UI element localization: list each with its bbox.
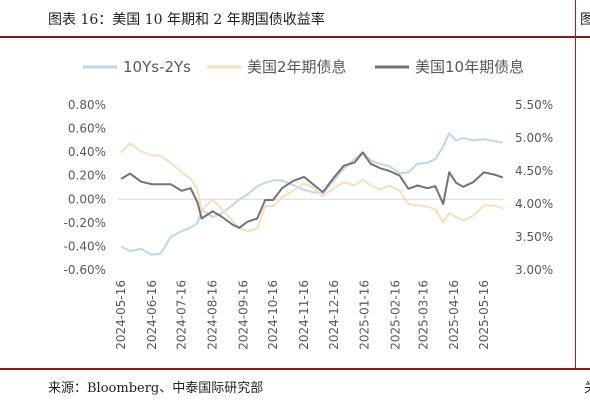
x-tick-label: 2024-07-16 (175, 280, 189, 350)
legend: 10Ys-2Ys 美国2年期债息 美国10年期债息 (83, 58, 524, 76)
adjacent-column-fragment: 图 (580, 12, 590, 28)
series-lines (120, 132, 504, 256)
x-tick-label: 2025-04-16 (447, 280, 461, 350)
y-left-tick-label: 0.80% (68, 98, 106, 112)
figure-header: 图表 16：美国 10 年期和 2 年期国债收益率 图 (0, 0, 590, 36)
y-left-tick-label: 0.20% (68, 169, 106, 183)
x-tick-label: 2024-09-16 (236, 280, 250, 350)
axes: 0.80% 0.60% 0.40% 0.20% 0.00% -0.20% -0.40% -0.… (64, 98, 554, 350)
legend-label: 美国10年期债息 (415, 58, 524, 76)
yield-chart: 10Ys-2Ys 美国2年期债息 美国10年期债息 0.80%0.60%0.40%0… (64, 58, 554, 350)
legend-label: 美国2年期债息 (247, 58, 347, 76)
y-left-tick-label: -0.60% (64, 263, 106, 277)
x-tick-label: 2024-10-16 (266, 280, 280, 350)
x-tick-label: 2025-02-16 (388, 280, 402, 350)
legend-label: 10Ys-2Ys (123, 58, 191, 76)
x-tick-label: 2025-05-16 (477, 280, 491, 350)
x-tick-label: 2025-03-16 (416, 280, 430, 350)
source-note: 来源：Bloomberg、中泰国际研究部 (48, 381, 264, 396)
y-right-tick-label: 4.00% (515, 197, 553, 211)
x-tick-label: 2024-12-16 (327, 280, 341, 350)
top-rule (0, 36, 590, 38)
x-tick-label: 2025-01-16 (358, 280, 372, 350)
y-left-tick-label: -0.20% (64, 216, 106, 230)
adjacent-column-fragment-bottom: 关 (584, 377, 590, 396)
series-line (120, 132, 504, 256)
column-divider (575, 0, 576, 370)
y-left-tick-label: 0.00% (68, 192, 106, 206)
series-line (120, 151, 504, 229)
x-tick-label: 2024-06-16 (145, 280, 159, 350)
x-tick-label: 2024-05-16 (114, 280, 128, 350)
figure-title: 图表 16：美国 10 年期和 2 年期国债收益率 (48, 12, 325, 28)
y-right-tick-label: 5.00% (515, 131, 553, 145)
y-right-tick-label: 3.00% (515, 263, 553, 277)
x-tick-label: 2024-11-16 (297, 280, 311, 350)
y-left-tick-label: 0.40% (68, 145, 106, 159)
series-line (120, 142, 504, 233)
bottom-rule (0, 368, 590, 370)
y-right-tick-label: 5.50% (515, 98, 553, 112)
y-right-tick-label: 4.50% (515, 164, 553, 178)
x-tick-label: 2024-08-16 (205, 280, 219, 350)
y-right-tick-label: 3.50% (515, 230, 553, 244)
y-left-tick-label: 0.60% (68, 122, 106, 136)
y-left-tick-label: -0.40% (64, 239, 106, 253)
